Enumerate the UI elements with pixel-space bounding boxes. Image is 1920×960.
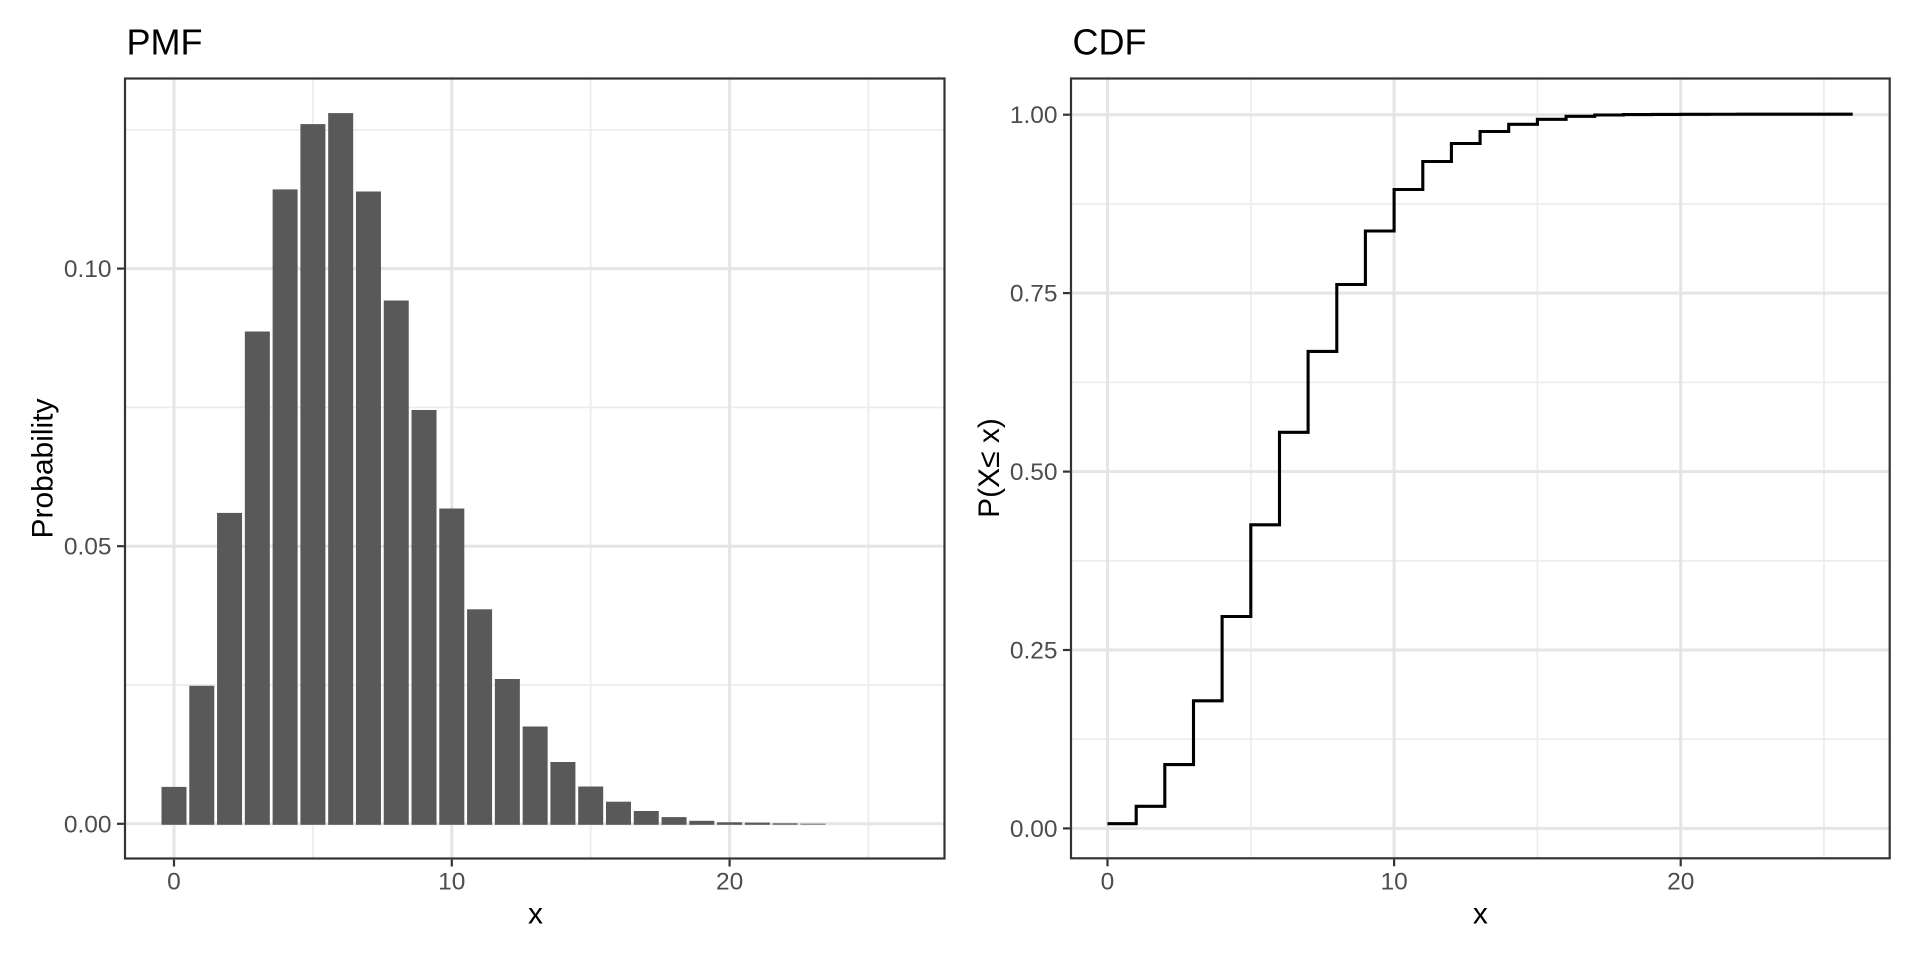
svg-text:10: 10: [1380, 868, 1407, 895]
svg-text:Probability: Probability: [27, 398, 60, 538]
svg-text:20: 20: [1667, 868, 1694, 895]
svg-text:0.05: 0.05: [64, 534, 112, 561]
svg-text:10: 10: [438, 868, 465, 895]
svg-text:0.25: 0.25: [1010, 638, 1058, 665]
svg-text:0.10: 0.10: [64, 256, 112, 283]
svg-text:x: x: [1473, 898, 1488, 931]
svg-text:0: 0: [1101, 868, 1115, 895]
svg-text:20: 20: [716, 868, 743, 895]
svg-text:0.00: 0.00: [1010, 816, 1058, 843]
svg-text:CDF: CDF: [1073, 22, 1147, 63]
svg-text:0: 0: [167, 868, 181, 895]
svg-text:x: x: [528, 898, 543, 931]
svg-text:0.75: 0.75: [1010, 281, 1058, 308]
svg-text:P(X≤ x): P(X≤ x): [973, 418, 1006, 518]
svg-text:PMF: PMF: [127, 22, 203, 63]
svg-text:0.50: 0.50: [1010, 459, 1058, 486]
svg-text:1.00: 1.00: [1010, 102, 1058, 129]
svg-text:0.00: 0.00: [64, 811, 112, 838]
